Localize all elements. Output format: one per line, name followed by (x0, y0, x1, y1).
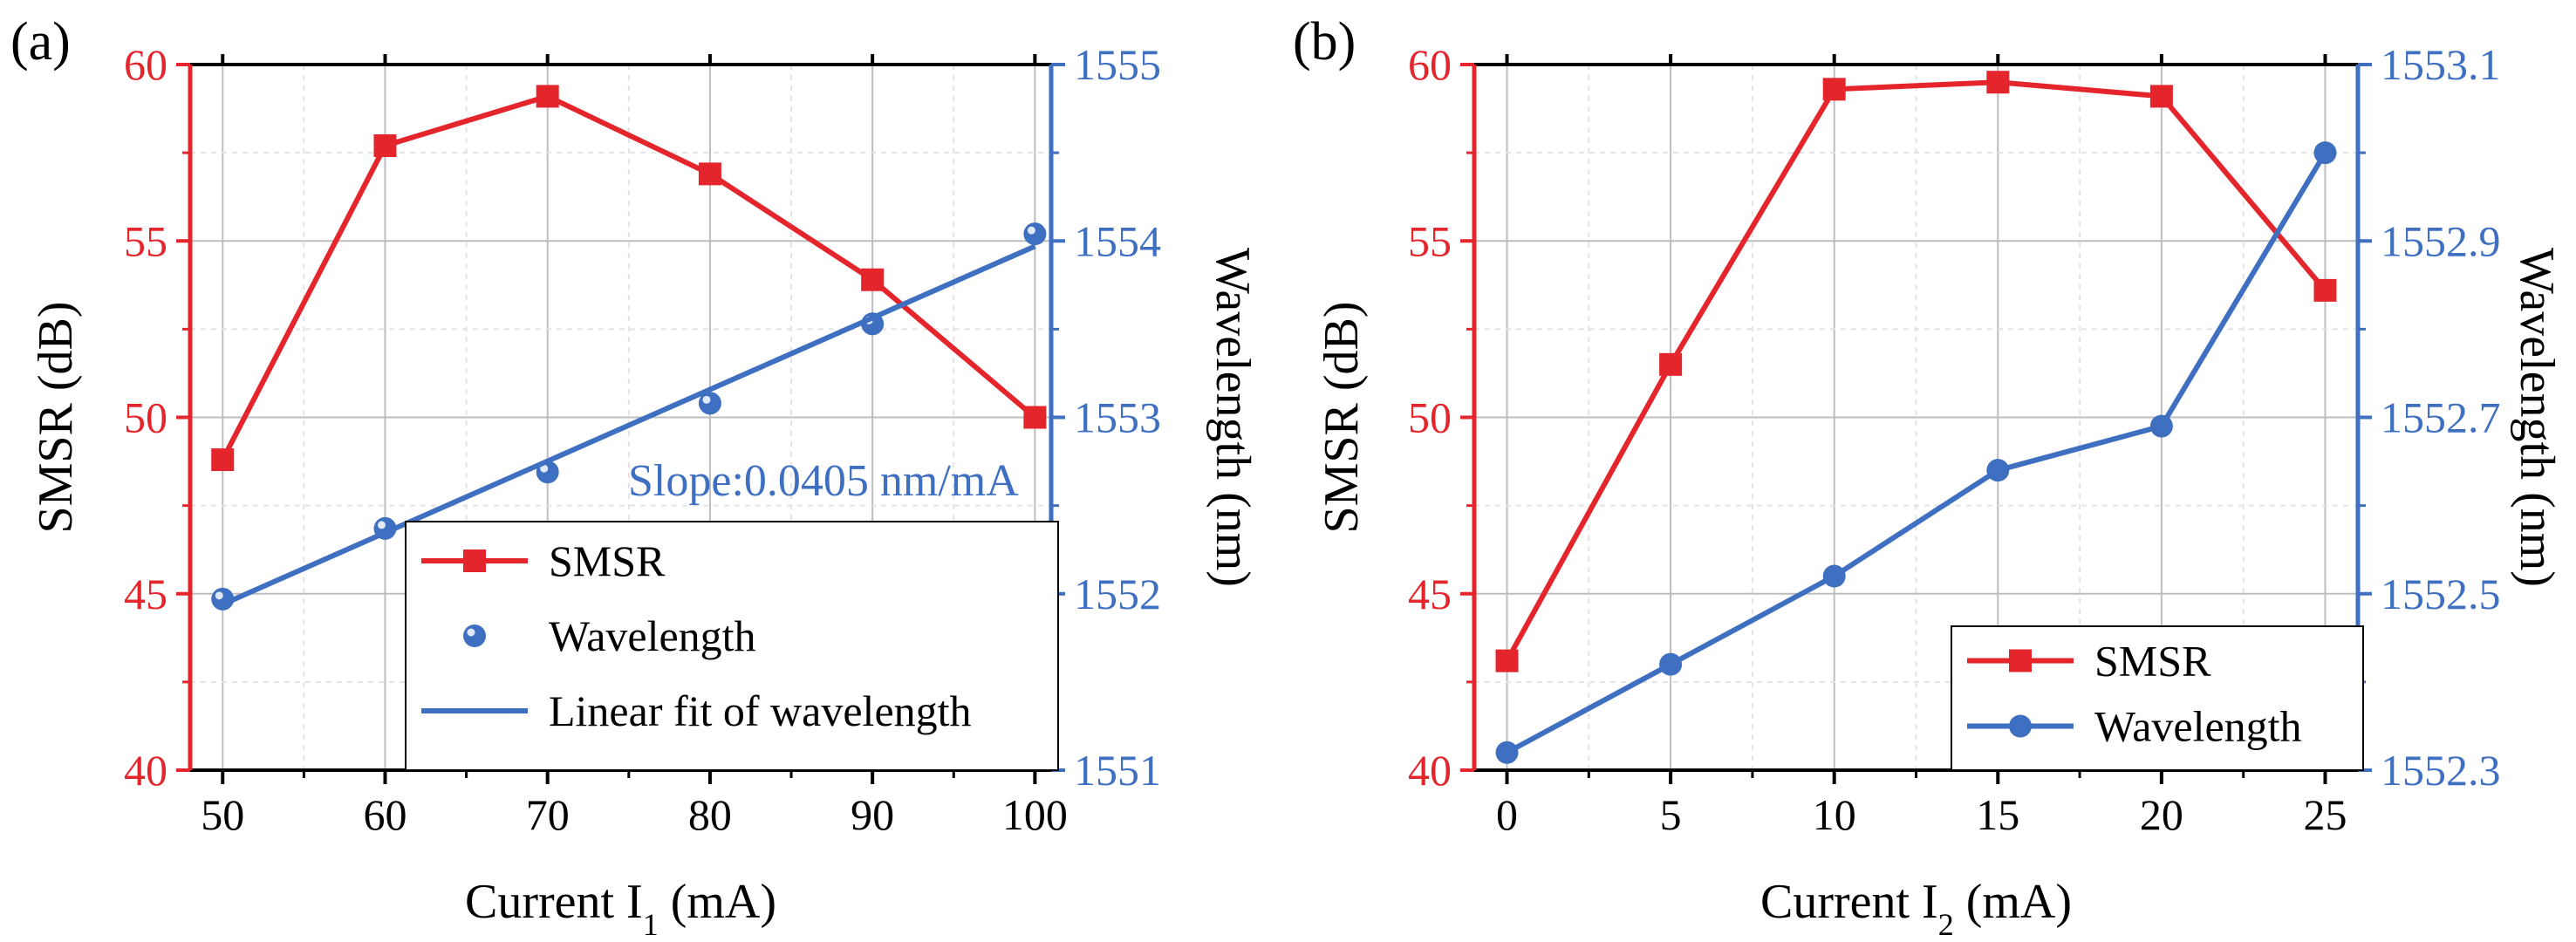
data-point-square (1023, 406, 1047, 429)
data-point-square (1822, 78, 1846, 101)
y-axis-title: SMSR (dB) (29, 301, 83, 533)
y-axis-title: SMSR (dB) (1315, 301, 1369, 533)
data-point-square (1986, 71, 2010, 94)
x-tick-label: 5 (1660, 790, 1682, 839)
data-point-highlight (377, 521, 386, 529)
series-smsr (1495, 71, 2337, 672)
y2-tick-label: 1552.5 (2381, 570, 2501, 618)
x-tick-label: 15 (1976, 790, 2019, 839)
x-axis-title: Current I2 (mA) (1760, 875, 2072, 942)
legend-label: SMSR (2094, 637, 2211, 686)
y2-tick-label: 1555 (1074, 40, 1161, 89)
series-line (1504, 79, 2327, 663)
y-tick-label: 45 (1408, 570, 1452, 618)
data-point-highlight (702, 395, 711, 404)
y2-tick-label: 1552.9 (2381, 216, 2501, 265)
data-point-square (1495, 649, 1519, 672)
data-point-square (2313, 278, 2337, 302)
data-point-circle (2313, 141, 2337, 165)
x-tick-label: 100 (1002, 790, 1068, 839)
data-point-circle (1822, 564, 1846, 588)
x-tick-label: 70 (526, 790, 570, 839)
legend-marker-circle (2009, 714, 2032, 738)
y2-axis-title: Wavelength (nm) (1206, 248, 1260, 587)
y2-tick-label: 1552.7 (2381, 393, 2501, 442)
y2-tick-label: 1553.1 (2381, 40, 2501, 89)
y2-axis-title: Wavelength (nm) (2510, 248, 2564, 587)
data-point-circle (2149, 414, 2173, 438)
x-tick-label: 0 (1496, 790, 1518, 839)
x-tick-label: 90 (851, 790, 894, 839)
y-tick-label: 40 (1408, 746, 1452, 795)
x-tick-label: 20 (2140, 790, 2183, 839)
y-tick-label: 60 (124, 40, 167, 89)
x-tick-label: 80 (688, 790, 732, 839)
data-point-square (698, 162, 721, 186)
y-tick-label: 55 (1408, 216, 1452, 265)
x-tick-label: 10 (1813, 790, 1856, 839)
panel-label: (b) (1293, 12, 1356, 72)
legend: SMSR Wavelength Linear fit of wavelength (405, 521, 1059, 771)
legend-label: Wavelength (549, 611, 756, 660)
data-point-circle (1986, 459, 2010, 482)
slope-annotation: Slope:0.0405 nm/mA (628, 456, 1019, 506)
data-point-circle (1659, 652, 1683, 676)
data-point-square (536, 85, 559, 108)
x-axis-title: Current I1 (mA) (465, 875, 776, 942)
x-tick-label: 25 (2303, 790, 2347, 839)
legend-marker-square (2009, 649, 2032, 672)
legend-marker-square (463, 550, 486, 572)
chart-panel-a: 50 60 70 80 90 100 40 45 50 55 60 1551 1552 1553 1554 1… (10, 12, 1260, 942)
y2-tick-label: 1552.3 (2381, 746, 2501, 795)
legend-label: SMSR (549, 536, 666, 585)
y-tick-label: 60 (1408, 40, 1452, 89)
legend-label: Linear fit of wavelength (549, 686, 972, 735)
legend-marker-highlight (467, 628, 475, 637)
legend-marker-sphere (463, 625, 486, 647)
y-tick-label: 50 (1408, 393, 1452, 442)
data-point-highlight (215, 591, 223, 600)
data-point-square (861, 268, 885, 291)
series-linear-fit-of-wavelength (222, 243, 1036, 607)
data-point-square (373, 134, 397, 158)
series-line (220, 93, 1037, 461)
data-point-highlight (1027, 226, 1035, 235)
x-tick-label: 60 (363, 790, 407, 839)
data-point-sphere (1023, 222, 1047, 246)
y2-tick-label: 1553 (1074, 393, 1161, 442)
legend-label: Wavelength (2094, 702, 2302, 751)
y-tick-label: 40 (124, 746, 167, 795)
y-tick-label: 55 (124, 216, 167, 265)
y-tick-label: 50 (124, 393, 167, 442)
legend: SMSR Wavelength (1951, 625, 2364, 771)
y2-tick-label: 1554 (1074, 216, 1161, 265)
data-point-highlight (540, 464, 549, 473)
series-line (1506, 151, 2328, 755)
data-point-circle (1495, 741, 1519, 764)
x-tick-label: 50 (201, 790, 244, 839)
data-point-square (1659, 352, 1683, 376)
y-tick-label: 45 (124, 570, 167, 618)
panel-label: (a) (10, 12, 71, 72)
series-smsr (211, 85, 1047, 472)
fit-line (222, 243, 1036, 607)
series-wavelength (1495, 141, 2337, 764)
data-point-square (211, 448, 235, 472)
chart-panel-b: 0 5 10 15 20 25 40 45 50 55 60 1552.3 1552.5 1552.7 15… (1293, 12, 2564, 942)
y2-tick-label: 1552 (1074, 570, 1161, 618)
data-point-square (2149, 85, 2173, 108)
y2-tick-label: 1551 (1074, 746, 1161, 795)
